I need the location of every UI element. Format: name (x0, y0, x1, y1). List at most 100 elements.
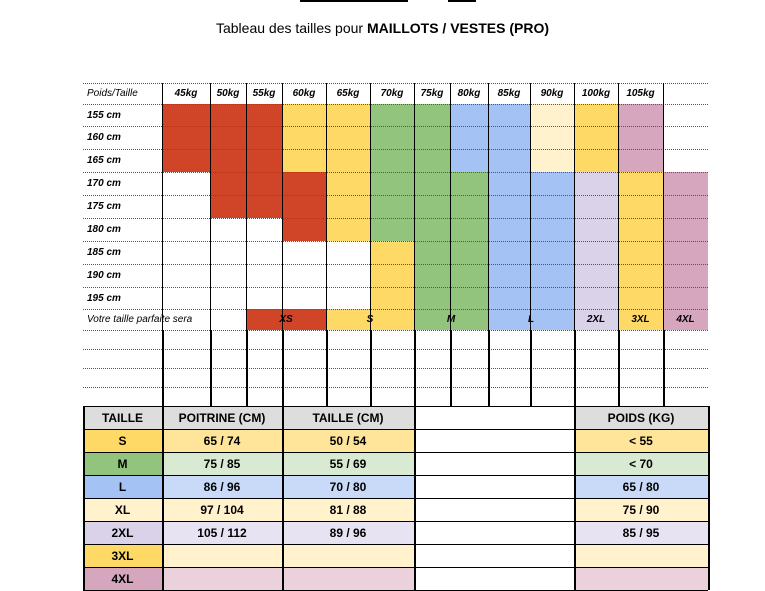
grid-line (530, 83, 531, 330)
size-cell (618, 104, 663, 126)
size-cell (618, 218, 663, 241)
result-label: Votre taille parfaite sera (87, 314, 193, 325)
size-cell (414, 241, 450, 264)
size-cell (663, 149, 708, 172)
header-poids: POIDS (KG) (574, 406, 708, 429)
top-rule (300, 0, 408, 2)
height-label: 180 cm (87, 224, 121, 235)
size-cell (663, 264, 708, 287)
grid-line (488, 83, 489, 330)
waist-value: 55 / 69 (282, 452, 414, 475)
waist-value: 89 / 96 (282, 521, 414, 544)
size-cell (618, 195, 663, 218)
grid-line (530, 330, 532, 406)
size-cell (210, 149, 246, 172)
height-label: 190 cm (87, 270, 121, 281)
size-cell (162, 195, 210, 218)
size-cell (162, 126, 210, 149)
grid-line (488, 330, 490, 406)
size-cell (162, 149, 210, 172)
size-cell (162, 104, 210, 126)
chest-value: 65 / 74 (162, 429, 282, 452)
size-cell (450, 172, 488, 195)
size-cell (326, 264, 370, 287)
size-cell (370, 126, 414, 149)
size-cell (210, 264, 246, 287)
size-cell (370, 195, 414, 218)
grid-line (574, 83, 575, 330)
size-cell (618, 149, 663, 172)
size-cell (370, 104, 414, 126)
size-cell (414, 172, 450, 195)
grid-line (83, 330, 708, 331)
grid-line (83, 195, 708, 196)
chest-value (162, 567, 282, 590)
size-cell (450, 195, 488, 218)
weight-header: 90kg (540, 88, 564, 99)
size-cell (326, 287, 370, 309)
page-title: Tableau des tailles pour MAILLOTS / VEST… (215, 20, 549, 36)
size-cell (530, 104, 574, 126)
size-cell (530, 218, 574, 241)
grid-line (83, 126, 708, 127)
size-cell (663, 104, 708, 126)
size-cell (326, 172, 370, 195)
grid-line (162, 330, 164, 406)
size-cell (282, 149, 326, 172)
size-cell (282, 104, 326, 126)
weight-value: 65 / 80 (574, 475, 708, 498)
waist-value (282, 567, 414, 590)
size-3xl: 3XL (83, 544, 162, 567)
size-cell (246, 218, 282, 241)
grid-line (326, 83, 327, 330)
size-cell (488, 287, 530, 309)
waist-value: 70 / 80 (282, 475, 414, 498)
size-cell (414, 287, 450, 309)
chest-value: 75 / 85 (162, 452, 282, 475)
size-cell (574, 126, 618, 149)
grid-line (83, 264, 708, 265)
result-size-m: M (414, 309, 488, 330)
size-s: S (83, 429, 162, 452)
size-cell (326, 149, 370, 172)
height-label: 165 cm (87, 155, 121, 166)
weight-value (574, 567, 708, 590)
grid-line (83, 406, 708, 407)
weight-header: 80kg (457, 88, 481, 99)
header-tour: TAILLE (CM) (282, 406, 414, 429)
weight-header: 75kg (420, 88, 444, 99)
weight-header: 65kg (336, 88, 360, 99)
size-cell (574, 195, 618, 218)
size-cell (282, 287, 326, 309)
size-cell (282, 126, 326, 149)
size-cell (210, 104, 246, 126)
grid-line (210, 330, 212, 406)
size-cell (450, 149, 488, 172)
size-cell (488, 172, 530, 195)
size-cell (488, 149, 530, 172)
size-cell (488, 218, 530, 241)
size-xl: XL (83, 498, 162, 521)
size-cell (530, 149, 574, 172)
size-cell (370, 264, 414, 287)
size-cell (414, 126, 450, 149)
size-cell (326, 126, 370, 149)
header-poitrine: POITRINE (CM) (162, 406, 282, 429)
grid-line (282, 406, 284, 590)
grid-line (414, 406, 416, 590)
grid-line (246, 83, 247, 330)
grid-line (574, 330, 576, 406)
weight-header: 70kg (380, 88, 404, 99)
result-size-4xl: 4XL (663, 309, 708, 330)
size-cell (210, 195, 246, 218)
grid-line (83, 567, 708, 568)
grid-line (414, 83, 415, 330)
size-cell (210, 287, 246, 309)
grid-line (370, 330, 372, 406)
grid-line (83, 544, 708, 545)
grid-line (162, 83, 163, 330)
height-label: 185 cm (87, 247, 121, 258)
grid-line (162, 406, 164, 590)
size-cell (162, 218, 210, 241)
size-cell (574, 149, 618, 172)
